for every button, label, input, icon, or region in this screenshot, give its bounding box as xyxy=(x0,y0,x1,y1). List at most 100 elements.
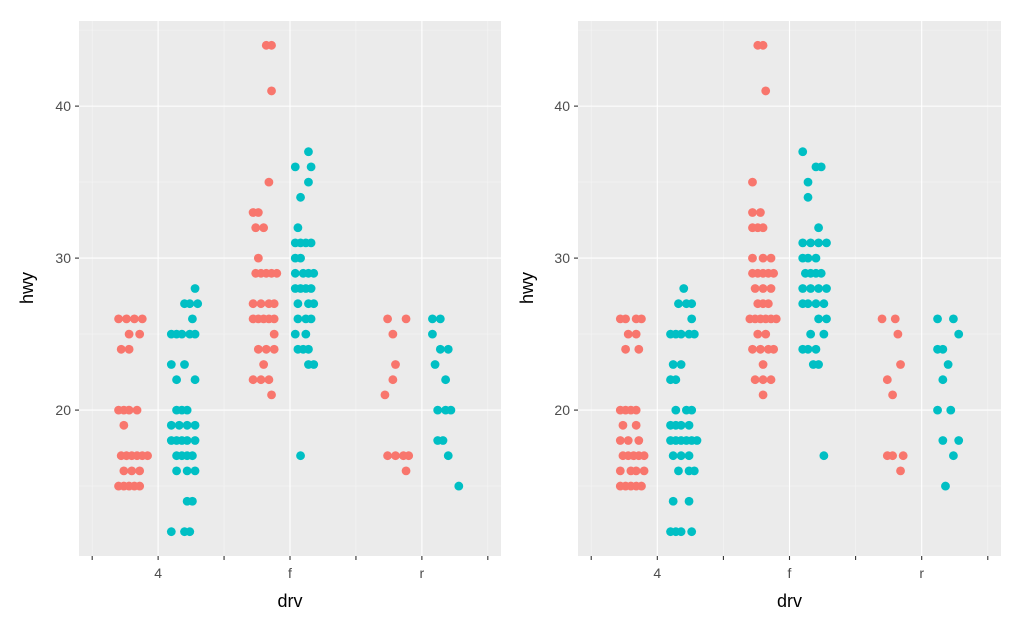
chart-panel-2: 20 30 40 4 f r drv hwy xyxy=(517,21,1001,611)
data-point xyxy=(684,420,694,430)
data-point xyxy=(182,405,192,415)
data-point xyxy=(679,284,689,293)
data-point xyxy=(639,451,649,461)
data-point xyxy=(293,223,303,233)
data-point xyxy=(296,192,305,202)
data-point xyxy=(766,375,776,385)
data-point xyxy=(253,344,263,354)
data-point xyxy=(267,390,276,400)
data-point xyxy=(122,314,131,324)
data-point xyxy=(306,162,316,172)
data-point xyxy=(634,344,644,354)
data-point xyxy=(435,314,445,324)
data-point xyxy=(748,208,757,217)
data-point xyxy=(938,375,948,385)
data-point xyxy=(769,344,779,354)
chart-panel-1: 20 30 40 4 f r drv hwy xyxy=(17,21,501,611)
data-point xyxy=(822,284,831,293)
data-point xyxy=(380,390,390,400)
data-point xyxy=(391,360,400,369)
data-point xyxy=(190,420,200,430)
data-point xyxy=(269,314,279,324)
y-tick-label: 20 xyxy=(554,402,570,418)
data-point xyxy=(248,299,258,309)
data-point xyxy=(819,299,829,309)
data-point xyxy=(304,344,313,354)
y-axis-title: hwy xyxy=(17,272,37,304)
data-point xyxy=(634,436,644,445)
data-point xyxy=(166,527,176,537)
data-point xyxy=(190,466,200,476)
data-point xyxy=(293,299,303,309)
y-tick-label: 40 xyxy=(55,98,71,114)
data-point xyxy=(304,177,313,187)
data-point xyxy=(689,466,699,476)
data-point xyxy=(306,314,316,324)
data-point xyxy=(687,527,697,537)
data-point xyxy=(190,329,200,339)
data-point xyxy=(454,481,464,491)
data-point xyxy=(888,390,898,400)
data-point xyxy=(668,360,678,369)
data-point xyxy=(816,162,826,172)
data-point xyxy=(623,436,633,445)
data-point xyxy=(301,329,311,339)
data-point xyxy=(637,481,646,491)
data-point xyxy=(771,314,781,324)
data-point xyxy=(890,314,900,324)
data-point xyxy=(190,375,200,385)
y-tick-label: 20 xyxy=(55,402,71,418)
data-point xyxy=(676,420,686,430)
data-point xyxy=(668,496,678,506)
data-point xyxy=(428,329,437,339)
data-point xyxy=(750,375,760,385)
x-tick-label: f xyxy=(288,565,292,581)
data-point xyxy=(137,314,147,324)
data-point xyxy=(676,360,686,369)
data-point xyxy=(687,405,697,415)
data-point xyxy=(267,40,276,50)
data-point xyxy=(893,329,903,339)
data-point xyxy=(172,375,181,385)
data-point xyxy=(631,329,641,339)
data-point xyxy=(443,344,453,354)
data-point xyxy=(763,299,773,309)
data-point xyxy=(124,344,134,354)
data-point xyxy=(190,284,200,293)
data-point xyxy=(758,375,768,385)
data-point xyxy=(756,344,765,354)
data-point xyxy=(251,223,261,233)
data-point xyxy=(256,375,266,385)
data-point xyxy=(748,344,757,354)
data-point xyxy=(124,329,134,339)
data-point xyxy=(290,329,300,339)
data-point xyxy=(383,314,392,324)
data-point xyxy=(769,268,779,278)
data-point xyxy=(676,451,686,461)
data-point xyxy=(806,238,816,248)
data-point xyxy=(182,420,192,430)
data-point xyxy=(443,451,453,461)
data-point xyxy=(193,299,203,309)
data-point xyxy=(819,329,829,339)
data-point xyxy=(269,329,279,339)
data-point xyxy=(438,436,448,445)
data-point xyxy=(684,496,694,506)
data-point xyxy=(674,466,683,476)
x-tick-label: r xyxy=(919,565,924,581)
data-point xyxy=(888,451,898,461)
data-point xyxy=(621,344,630,354)
data-point xyxy=(798,284,808,293)
data-point xyxy=(124,405,134,415)
data-point xyxy=(814,314,823,324)
data-point xyxy=(180,360,189,369)
data-point xyxy=(306,284,316,293)
data-point xyxy=(132,405,142,415)
data-point xyxy=(259,223,269,233)
data-point xyxy=(631,420,641,430)
data-point xyxy=(404,451,414,461)
data-point xyxy=(811,253,821,263)
x-axis-title: drv xyxy=(277,591,302,611)
data-point xyxy=(692,436,702,445)
data-point xyxy=(750,284,760,293)
